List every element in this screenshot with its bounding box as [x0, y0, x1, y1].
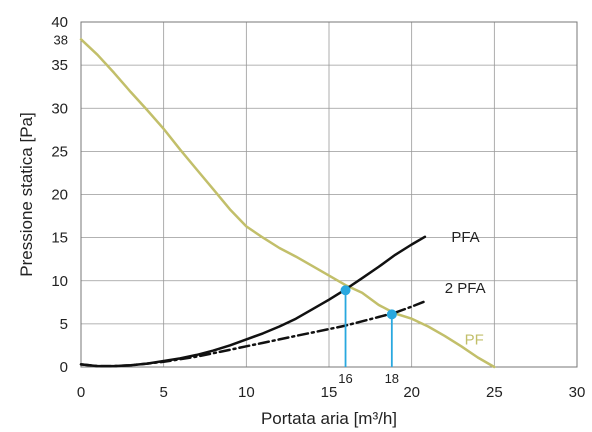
y-tick-label-5: 25	[51, 143, 68, 160]
operating-points: 16 18	[338, 285, 399, 386]
x-tick-label-5: 25	[486, 384, 503, 401]
series-line-1	[79, 235, 427, 368]
y-tick-label-7: 35	[51, 57, 68, 74]
x-tick-label-1: 5	[159, 384, 167, 401]
series-line-2	[79, 300, 427, 368]
series-line-0	[79, 38, 496, 369]
plot-frame	[80, 21, 578, 368]
y-tick-label-extra: 38	[54, 32, 68, 47]
operating-point-0	[340, 285, 351, 296]
x-tick-label-0: 0	[77, 384, 85, 401]
y-tick-label-8: 40	[51, 14, 68, 31]
x-tick-label-4: 20	[403, 384, 420, 401]
y-tick-label-4: 20	[51, 187, 68, 204]
grid	[81, 22, 577, 367]
operating-point-label-1: 18	[385, 371, 399, 386]
series-label-2: 2 PFA	[445, 280, 486, 297]
y-tick-label-1: 5	[60, 316, 68, 333]
series-lines	[79, 38, 496, 369]
y-axis-label: Pressione statica [Pa]	[17, 112, 36, 276]
y-tick-label-2: 10	[51, 273, 68, 290]
x-axis-label: Portata aria [m³/h]	[261, 409, 397, 428]
x-tick-label-3: 15	[321, 384, 338, 401]
y-tick-label-6: 30	[51, 100, 68, 117]
series-label-0: PF	[465, 332, 484, 349]
y-tick-label-3: 15	[51, 230, 68, 247]
x-tick-labels: 0 5 10 15 20 25 30	[77, 384, 586, 401]
y-tick-label-0: 0	[60, 359, 68, 376]
series-label-1: PFA	[451, 229, 479, 246]
operating-point-label-0: 16	[338, 371, 352, 386]
operating-point-1	[386, 309, 397, 320]
series-labels: PF PFA 2 PFA	[445, 229, 486, 349]
x-tick-label-6: 30	[569, 384, 586, 401]
x-tick-label-2: 10	[238, 384, 255, 401]
